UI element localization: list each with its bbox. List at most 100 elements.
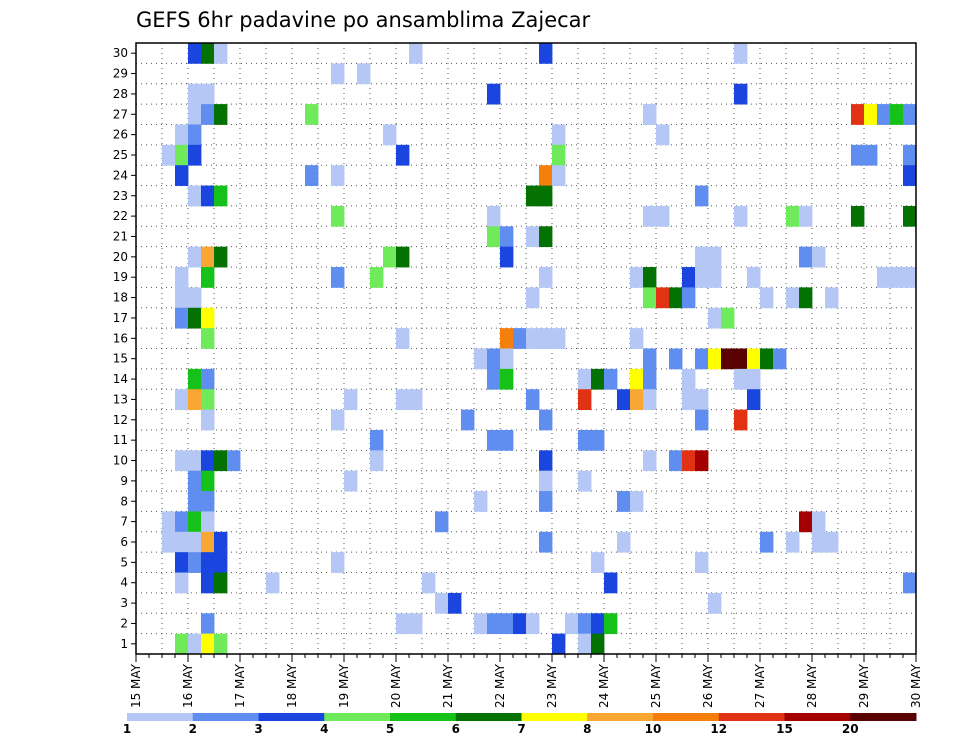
heatmap-cell	[188, 83, 202, 105]
heatmap-cell	[344, 389, 358, 410]
x-tick-label: 29 MAY	[857, 663, 871, 708]
heatmap-cell	[214, 185, 228, 207]
colorbar-segment	[324, 713, 391, 721]
heatmap-cell	[903, 205, 917, 227]
y-tick-label: 9	[120, 474, 128, 488]
heatmap-cell	[201, 552, 215, 573]
heatmap-cell	[526, 226, 540, 248]
heatmap-cell	[695, 246, 709, 268]
heatmap-cell	[578, 429, 592, 451]
colorbar-segment	[718, 713, 785, 721]
x-tick-label: 28 MAY	[805, 663, 819, 708]
heatmap-cell	[682, 368, 696, 390]
heatmap-cell	[227, 450, 241, 472]
heatmap-cell	[201, 185, 215, 207]
heatmap-cell	[487, 613, 501, 635]
heatmap-cell	[643, 205, 657, 227]
heatmap-cell	[487, 226, 501, 248]
heatmap-cell	[539, 328, 553, 349]
heatmap-cell	[331, 205, 345, 227]
heatmap-cell	[851, 104, 865, 125]
heatmap-cell	[578, 633, 592, 655]
x-tick-label: 24 MAY	[597, 663, 611, 708]
heatmap-cell	[214, 572, 228, 594]
heatmap-cell	[201, 491, 215, 512]
heatmap-cell	[188, 307, 202, 329]
heatmap-cell	[643, 104, 657, 125]
y-tick-label: 5	[120, 555, 128, 569]
heatmap-cell	[201, 368, 215, 390]
heatmap-cell	[526, 328, 540, 349]
colorbar-segment	[192, 713, 259, 721]
heatmap-cell	[396, 144, 410, 166]
heatmap-cell	[435, 511, 449, 533]
y-tick-label: 14	[113, 372, 128, 386]
heatmap-cell	[591, 613, 605, 635]
heatmap-cell	[201, 409, 215, 431]
heatmap-cell	[825, 287, 839, 309]
heatmap-cell	[201, 104, 215, 125]
heatmap-cell	[708, 348, 722, 370]
heatmap-cell	[175, 144, 189, 166]
heatmap-cell	[734, 83, 748, 105]
y-tick-label: 30	[113, 46, 128, 60]
heatmap-cell	[747, 368, 761, 390]
heatmap-cell	[266, 572, 280, 594]
colorbar-segment	[258, 713, 325, 721]
y-tick-label: 19	[113, 270, 128, 284]
heatmap-cell	[695, 267, 709, 288]
heatmap-cell	[214, 633, 228, 655]
heatmap-cell	[851, 205, 865, 227]
heatmap-cell	[539, 43, 553, 64]
heatmap-cell	[526, 287, 540, 309]
heatmap-cell	[890, 104, 904, 125]
heatmap-cell	[500, 328, 514, 349]
heatmap-cell	[903, 267, 917, 288]
heatmap-cell	[344, 470, 358, 492]
heatmap-cell	[214, 450, 228, 472]
heatmap-cell	[357, 63, 371, 85]
heatmap-cell	[409, 613, 423, 635]
colorbar-label: 12	[710, 722, 727, 736]
heatmap-cell	[877, 267, 891, 288]
x-tick-label: 17 MAY	[233, 663, 247, 708]
heatmap-cell	[162, 511, 176, 533]
heatmap-cell	[604, 572, 618, 594]
y-tick-label: 26	[113, 128, 128, 142]
heatmap-cell	[188, 552, 202, 573]
heatmap-cell	[539, 491, 553, 512]
heatmap-cell	[500, 246, 514, 268]
heatmap-cell	[864, 104, 878, 125]
heatmap-cell	[188, 104, 202, 125]
heatmap-cell	[162, 531, 176, 553]
heatmap-cell	[721, 307, 735, 329]
heatmap-cell	[201, 531, 215, 553]
heatmap-cell	[331, 63, 345, 85]
heatmap-cell	[201, 307, 215, 329]
heatmap-cell	[812, 511, 826, 533]
heatmap-cell	[617, 491, 631, 512]
heatmap-cell	[487, 83, 501, 105]
heatmap-cell	[188, 389, 202, 410]
heatmap-cell	[201, 43, 215, 64]
y-tick-label: 1	[120, 637, 128, 651]
heatmap-cell	[201, 572, 215, 594]
heatmap-cell	[617, 531, 631, 553]
heatmap-cell	[175, 124, 189, 146]
heatmap-cell	[188, 450, 202, 472]
heatmap-cell	[188, 43, 202, 64]
heatmap-cell	[500, 348, 514, 370]
heatmap-cell	[201, 328, 215, 349]
heatmap-cell	[396, 389, 410, 410]
heatmap-cell	[552, 633, 566, 655]
heatmap-cell	[500, 429, 514, 451]
heatmap-cell	[175, 267, 189, 288]
heatmap-cell	[474, 613, 488, 635]
heatmap-cell	[305, 165, 319, 186]
heatmap-cell	[188, 246, 202, 268]
heatmap-cell	[305, 104, 319, 125]
heatmap-cell	[422, 572, 436, 594]
heatmap-cell	[201, 613, 215, 635]
colorbar-label: 8	[583, 722, 591, 736]
y-tick-label: 4	[120, 576, 128, 590]
